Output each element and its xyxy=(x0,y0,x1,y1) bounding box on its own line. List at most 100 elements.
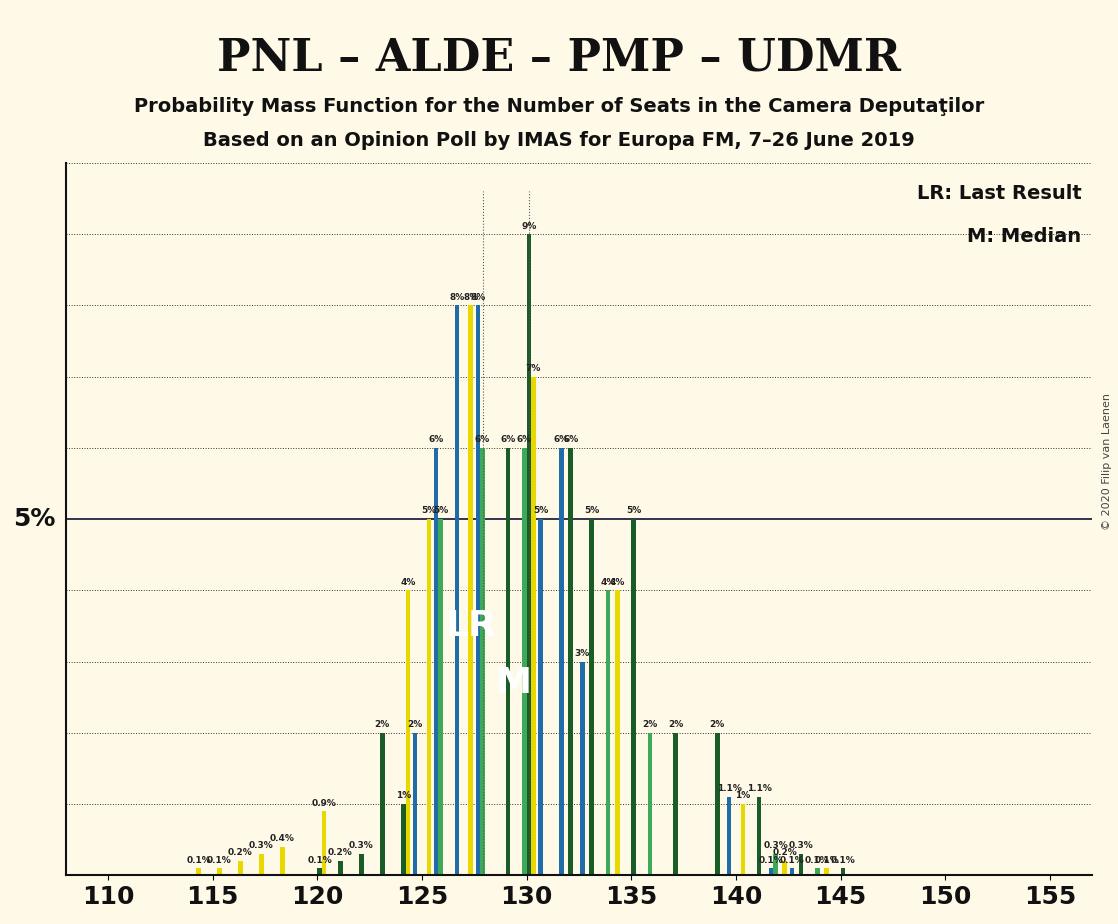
Text: 1%: 1% xyxy=(396,792,411,800)
Bar xyxy=(559,448,563,875)
Bar xyxy=(815,869,819,875)
Bar xyxy=(527,234,531,875)
Text: 7%: 7% xyxy=(525,364,541,373)
Bar xyxy=(406,590,410,875)
Text: 5%: 5% xyxy=(626,506,642,516)
Bar xyxy=(480,448,485,875)
Text: 1.1%: 1.1% xyxy=(717,784,741,794)
Text: 2%: 2% xyxy=(375,720,390,729)
Bar xyxy=(475,305,480,875)
Bar xyxy=(531,377,536,875)
Text: 1.1%: 1.1% xyxy=(747,784,771,794)
Bar xyxy=(438,519,443,875)
Text: 6%: 6% xyxy=(501,435,515,444)
Text: 0.2%: 0.2% xyxy=(773,848,797,857)
Bar xyxy=(380,733,385,875)
Text: 0.3%: 0.3% xyxy=(249,842,274,850)
Text: 0.4%: 0.4% xyxy=(269,834,295,844)
Bar xyxy=(434,448,438,875)
Text: 1%: 1% xyxy=(736,792,750,800)
Bar xyxy=(197,869,201,875)
Bar xyxy=(322,811,326,875)
Text: M: Median: M: Median xyxy=(967,227,1081,246)
Text: 0.1%: 0.1% xyxy=(814,856,838,865)
Bar xyxy=(824,869,828,875)
Text: 2%: 2% xyxy=(710,720,724,729)
Bar xyxy=(841,869,845,875)
Text: 3%: 3% xyxy=(575,649,590,658)
Bar xyxy=(727,796,731,875)
Bar xyxy=(568,448,574,875)
Bar xyxy=(774,854,778,875)
Bar xyxy=(539,519,543,875)
Text: 6%: 6% xyxy=(517,435,532,444)
Text: 4%: 4% xyxy=(600,578,616,587)
Bar xyxy=(673,733,678,875)
Text: 4%: 4% xyxy=(400,578,416,587)
Text: 0.3%: 0.3% xyxy=(349,842,373,850)
Text: 0.1%: 0.1% xyxy=(779,856,804,865)
Text: 2%: 2% xyxy=(642,720,657,729)
Bar xyxy=(522,448,527,875)
Bar xyxy=(455,305,459,875)
Text: 6%: 6% xyxy=(553,435,569,444)
Bar xyxy=(468,305,473,875)
Bar xyxy=(606,590,610,875)
Text: 9%: 9% xyxy=(521,222,537,230)
Bar xyxy=(647,733,652,875)
Bar xyxy=(740,804,746,875)
Bar xyxy=(401,804,406,875)
Bar xyxy=(280,846,285,875)
Text: 6%: 6% xyxy=(428,435,444,444)
Bar xyxy=(798,854,804,875)
Text: 8%: 8% xyxy=(463,293,479,302)
Text: 0.2%: 0.2% xyxy=(328,848,353,857)
Bar xyxy=(259,854,264,875)
Text: 0.1%: 0.1% xyxy=(187,856,211,865)
Bar xyxy=(789,869,794,875)
Text: 2%: 2% xyxy=(407,720,423,729)
Text: 8%: 8% xyxy=(471,293,485,302)
Text: M: M xyxy=(495,666,531,699)
Text: © 2020 Filip van Laenen: © 2020 Filip van Laenen xyxy=(1102,394,1112,530)
Text: Probability Mass Function for the Number of Seats in the Camera Deputaţilor: Probability Mass Function for the Number… xyxy=(134,97,984,116)
Text: 0.1%: 0.1% xyxy=(805,856,830,865)
Bar xyxy=(338,861,343,875)
Text: 0.1%: 0.1% xyxy=(831,856,855,865)
Bar xyxy=(632,519,636,875)
Bar xyxy=(757,796,761,875)
Bar xyxy=(615,590,619,875)
Text: 0.3%: 0.3% xyxy=(788,842,814,850)
Bar xyxy=(217,869,221,875)
Bar xyxy=(589,519,594,875)
Text: 2%: 2% xyxy=(667,720,683,729)
Text: LR: LR xyxy=(446,609,498,643)
Text: 5%: 5% xyxy=(433,506,448,516)
Text: 0.1%: 0.1% xyxy=(307,856,332,865)
Bar xyxy=(580,662,585,875)
Text: 0.9%: 0.9% xyxy=(312,798,337,808)
Text: 6%: 6% xyxy=(563,435,578,444)
Bar xyxy=(427,519,432,875)
Text: 6%: 6% xyxy=(475,435,490,444)
Bar xyxy=(505,448,510,875)
Bar xyxy=(783,861,787,875)
Text: 0.1%: 0.1% xyxy=(758,856,784,865)
Bar xyxy=(716,733,720,875)
Bar xyxy=(318,869,322,875)
Bar xyxy=(359,854,363,875)
Text: Based on an Opinion Poll by IMAS for Europa FM, 7–26 June 2019: Based on an Opinion Poll by IMAS for Eur… xyxy=(203,131,915,151)
Bar xyxy=(768,869,774,875)
Text: 5%: 5% xyxy=(584,506,599,516)
Bar xyxy=(413,733,417,875)
Text: 5%: 5% xyxy=(13,507,56,531)
Text: 0.1%: 0.1% xyxy=(207,856,231,865)
Text: 5%: 5% xyxy=(533,506,548,516)
Text: 5%: 5% xyxy=(421,506,436,516)
Text: 0.2%: 0.2% xyxy=(228,848,253,857)
Text: 8%: 8% xyxy=(449,293,464,302)
Text: PNL – ALDE – PMP – UDMR: PNL – ALDE – PMP – UDMR xyxy=(217,37,901,80)
Bar xyxy=(238,861,243,875)
Text: 4%: 4% xyxy=(609,578,625,587)
Text: LR: Last Result: LR: Last Result xyxy=(917,184,1081,203)
